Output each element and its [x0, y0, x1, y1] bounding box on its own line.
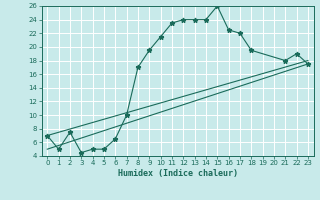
X-axis label: Humidex (Indice chaleur): Humidex (Indice chaleur)	[118, 169, 237, 178]
